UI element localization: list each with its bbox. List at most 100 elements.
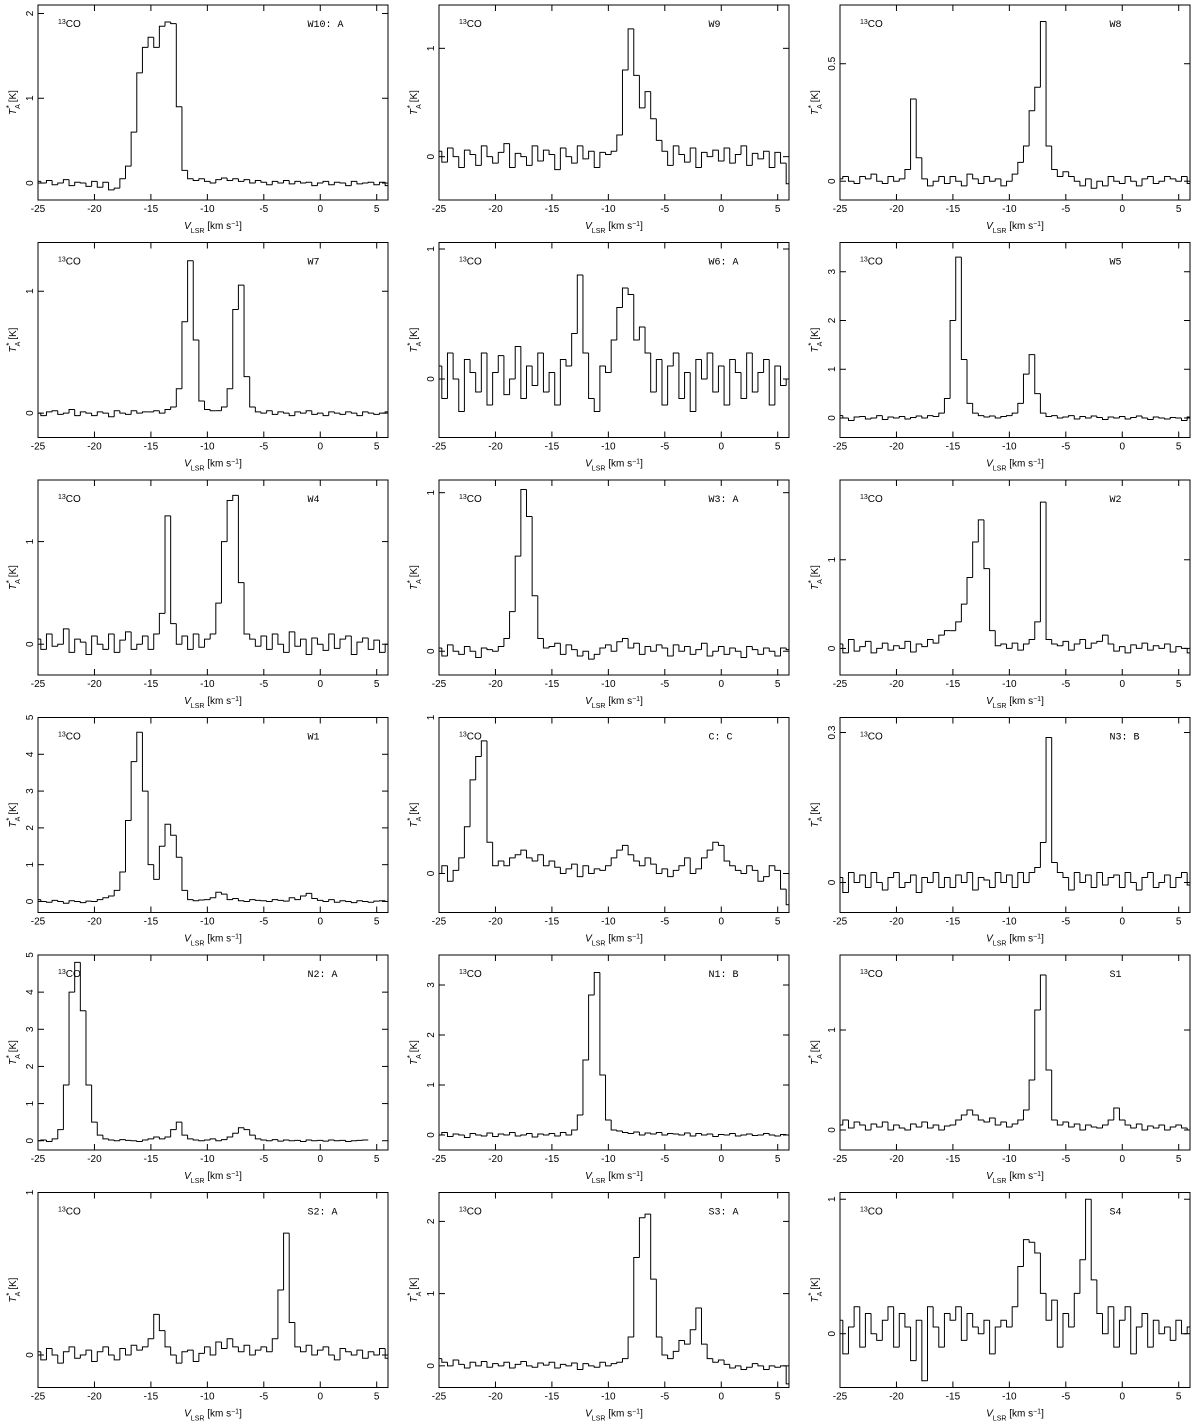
spectrum-step <box>322 1140 329 1142</box>
spectrum-step <box>249 633 256 640</box>
label-part: LSR <box>993 940 1007 947</box>
label-part: −1 <box>1033 1408 1041 1415</box>
spectrum-step <box>102 897 109 900</box>
spectrum-step <box>910 1123 917 1130</box>
spectrum-step <box>475 372 482 393</box>
panel-label: W3: A <box>709 495 739 506</box>
x-tick-label: 5 <box>374 679 380 690</box>
spectrum-step <box>345 1140 352 1142</box>
label-part: * <box>807 1293 816 1296</box>
spectrum-step <box>40 1351 47 1361</box>
x-tick-label: 0 <box>718 1392 724 1403</box>
spectrum-step <box>785 163 789 185</box>
spectrum-step <box>220 892 228 895</box>
spectrum-step <box>113 187 120 190</box>
x-tick-label: 5 <box>775 679 781 690</box>
label-part: A <box>817 341 824 346</box>
spectrum-step <box>266 900 273 902</box>
spectrum-step <box>119 871 126 891</box>
spectrum-step <box>1107 416 1114 420</box>
spectrum-step <box>955 874 962 888</box>
spectrum-step <box>1102 1313 1109 1335</box>
spectrum-step <box>740 1365 747 1370</box>
spectrum-step <box>955 176 962 182</box>
spectrum-step <box>904 416 911 420</box>
spectrum-step <box>1022 373 1030 404</box>
spectrum-step <box>966 872 973 883</box>
spectrum-step <box>599 647 606 655</box>
spectrum-step <box>277 1289 284 1339</box>
spectrum-step <box>1085 639 1092 649</box>
x-tick-label: -10 <box>200 1392 215 1403</box>
spectrum-step <box>85 900 92 903</box>
x-tick-label: 5 <box>1176 1154 1182 1165</box>
spectrum-step <box>74 1346 81 1359</box>
spectrum-step <box>514 854 521 858</box>
spectrum-step <box>1017 402 1024 414</box>
spectrum-step <box>1181 176 1188 182</box>
spectrum-step <box>497 1363 504 1367</box>
spectrum-step <box>893 1124 900 1130</box>
spectrum-step <box>989 568 996 632</box>
spectrum-step <box>559 359 567 405</box>
y-axis-label: TA* [K] <box>807 1277 824 1302</box>
spectrum-step <box>266 1346 273 1353</box>
label-part: 13 <box>459 19 467 26</box>
y-tick-label: 1 <box>426 489 437 495</box>
label-part: A <box>416 1054 423 1059</box>
spectrum-step <box>684 857 691 866</box>
spectrum-step <box>876 647 883 653</box>
label-part: CO <box>868 19 883 30</box>
plot-frame <box>839 242 1191 438</box>
spectrum-step <box>667 648 674 657</box>
spectrum-step <box>350 1351 357 1356</box>
y-tick-label: 0 <box>426 1132 437 1138</box>
spectrum <box>38 494 388 655</box>
spectrum-step <box>147 1338 154 1347</box>
spectrum-step <box>79 1354 86 1359</box>
spectrum-step <box>734 1133 742 1137</box>
spectrum-step <box>763 876 770 882</box>
spectrum-step <box>1135 882 1143 891</box>
spectrum-step <box>1017 643 1024 651</box>
spectrum-step <box>441 648 448 657</box>
spectrum-step <box>1124 872 1131 888</box>
spectrum-step <box>277 1139 284 1142</box>
label-part: CO <box>467 732 482 743</box>
y-axis-label: TA* [K] <box>5 1040 22 1065</box>
spectrum-step <box>537 1362 544 1368</box>
spectrum-step <box>1034 867 1041 873</box>
x-tick-label: -20 <box>488 1154 503 1165</box>
x-tick-label: -5 <box>1061 917 1070 928</box>
spectrum-step <box>62 901 70 904</box>
x-tick-label: -25 <box>432 917 447 928</box>
spectrum-step <box>780 1134 787 1136</box>
spectrum-step <box>847 1120 855 1129</box>
spectrum-step <box>266 1139 273 1142</box>
spectrum-step <box>921 877 928 893</box>
spectrum-step <box>1141 1313 1148 1327</box>
spectrum-step <box>45 633 53 650</box>
x-axis-label: VLSR [km s−1] <box>184 933 242 947</box>
x-tick-label: -25 <box>31 204 46 215</box>
spectrum-step <box>542 854 550 867</box>
spectrum-step <box>209 633 216 640</box>
spectrum-step <box>1000 1319 1007 1327</box>
spectrum-step <box>751 646 758 651</box>
spectrum-step <box>559 643 567 655</box>
spectrum-step <box>740 1134 747 1136</box>
spectrum <box>439 274 789 412</box>
y-tick-label: 1 <box>426 714 437 720</box>
spectrum-step <box>147 36 154 48</box>
label-part: T <box>8 108 19 115</box>
spectrum-step <box>254 899 261 901</box>
spectrum-step <box>672 145 679 166</box>
label-part: [km s <box>1006 221 1033 232</box>
spectrum-step <box>1051 145 1058 170</box>
spectrum-step <box>955 1306 962 1321</box>
spectrum-step <box>785 889 789 906</box>
panel-label: N3: B <box>1110 733 1140 744</box>
spectrum-step <box>1000 643 1007 646</box>
label-part: 13 <box>459 969 467 976</box>
